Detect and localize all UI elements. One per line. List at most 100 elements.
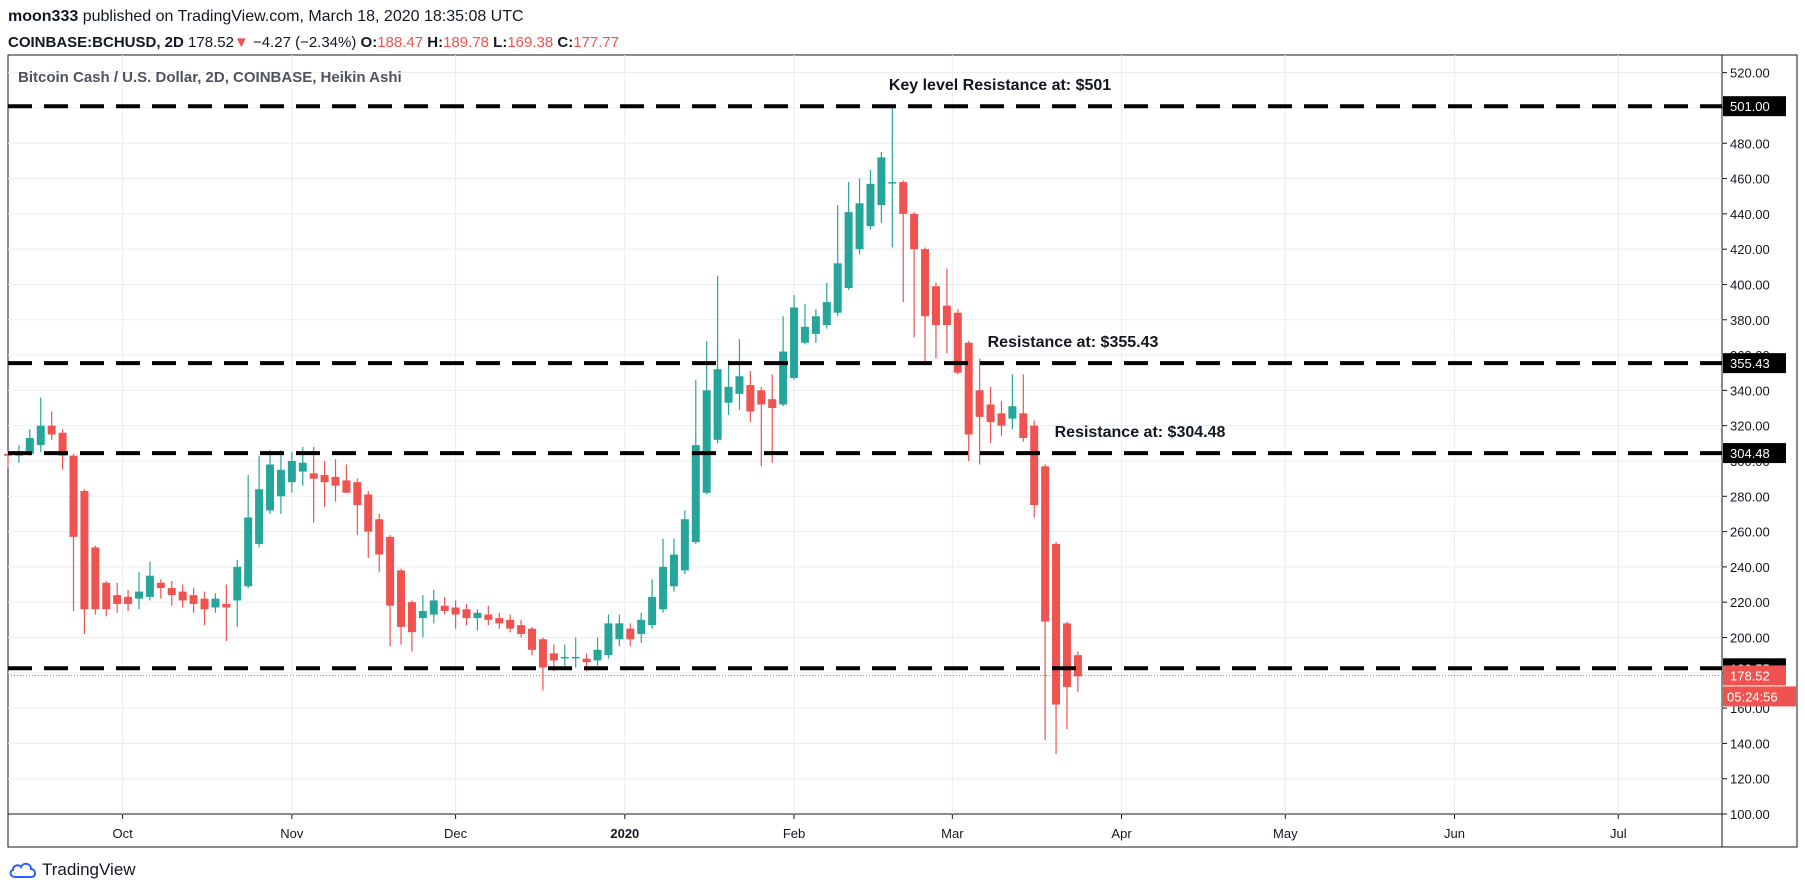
candle-body (582, 658, 591, 663)
candle-body (506, 619, 515, 629)
candle (517, 619, 526, 638)
candle-body (462, 609, 471, 619)
y-tick-label: 120.00 (1730, 772, 1770, 787)
candle-body (691, 445, 700, 543)
candle-body (47, 425, 56, 435)
candle (156, 579, 165, 599)
x-tick-label: Mar (941, 826, 964, 841)
candle-body (975, 390, 984, 417)
candle-body (255, 489, 264, 544)
candle (309, 446, 318, 523)
last-price: 178.52 (188, 34, 234, 51)
author-name[interactable]: moon333 (8, 8, 79, 25)
x-tick-label: Jun (1444, 826, 1465, 841)
y-tick-label: 220.00 (1730, 595, 1770, 610)
price-axis: 520.00500.00480.00460.00440.00420.00400.… (1722, 66, 1770, 822)
y-tick-label: 320.00 (1730, 419, 1770, 434)
candle-body (189, 595, 198, 604)
last-price-label: 178.52 (1730, 668, 1770, 683)
candle-body (517, 625, 526, 634)
x-tick-label: Feb (783, 826, 805, 841)
candle-body (931, 286, 940, 326)
candles (4, 107, 1082, 754)
candle-body (440, 605, 449, 612)
candle (266, 450, 275, 514)
candle-body (757, 390, 766, 405)
candle-body (167, 588, 176, 596)
candle (800, 303, 809, 345)
candle (58, 429, 67, 470)
candle (222, 584, 231, 642)
candle-body (451, 607, 460, 615)
candle (167, 581, 176, 606)
candle-body (615, 623, 624, 640)
candle-body (36, 425, 45, 446)
candle (931, 282, 940, 359)
candle (233, 559, 242, 627)
candle-body (866, 183, 875, 227)
candle-body (429, 600, 438, 615)
y-tick-label: 140.00 (1730, 736, 1770, 751)
candle-body (473, 612, 482, 619)
candle (386, 535, 395, 647)
candle-body (124, 596, 133, 604)
candle (669, 538, 678, 592)
candle (680, 510, 689, 574)
level-annotation: Resistance at: $304.48 (1055, 424, 1226, 441)
candle (113, 582, 122, 613)
candle-body (200, 598, 209, 610)
candle-body (1008, 406, 1017, 419)
candle-body (156, 582, 165, 589)
candle (997, 400, 1006, 437)
candle (702, 340, 711, 495)
candle-body (964, 342, 973, 435)
candle (877, 152, 886, 223)
candle (353, 478, 362, 536)
footer-brand[interactable]: TradingView (8, 860, 136, 880)
candle-body (353, 482, 362, 506)
candle (331, 459, 340, 502)
y-tick-label: 200.00 (1730, 630, 1770, 645)
candle-body (1030, 425, 1039, 506)
candle-body (746, 385, 755, 412)
candle-body (593, 649, 602, 661)
candle (899, 180, 908, 303)
candle (571, 637, 580, 668)
candle (36, 397, 45, 453)
open-label: O: (360, 34, 378, 51)
level-price-label: 304.48 (1730, 446, 1770, 461)
close-value: 177.77 (573, 34, 620, 51)
candle (866, 169, 875, 230)
candle-body (386, 536, 395, 606)
candle (287, 452, 296, 493)
candle (1019, 374, 1028, 442)
candle-body (331, 476, 340, 486)
candle-body (669, 554, 678, 587)
candle-body (768, 399, 777, 409)
level-price-label: 501.00 (1730, 99, 1770, 114)
candle-body (680, 519, 689, 571)
candle-body (320, 475, 329, 483)
candle (462, 603, 471, 626)
candle-body (790, 307, 799, 379)
candle (506, 614, 515, 633)
candle (102, 581, 111, 617)
candle (888, 107, 897, 248)
candle-body (58, 432, 67, 456)
candle (276, 450, 285, 514)
candle-body (178, 591, 187, 601)
candle (833, 205, 842, 317)
x-tick-label: Jul (1610, 826, 1627, 841)
candle-body (1073, 655, 1082, 677)
open-value: 188.47 (377, 34, 424, 51)
y-tick-label: 460.00 (1730, 172, 1770, 187)
candle-body (298, 462, 307, 472)
x-tick-label: Dec (444, 826, 468, 841)
candle (790, 295, 799, 380)
candle (986, 386, 995, 444)
candle (964, 340, 973, 461)
candle (659, 538, 668, 613)
candle (822, 282, 831, 329)
candle-body (1019, 413, 1028, 439)
